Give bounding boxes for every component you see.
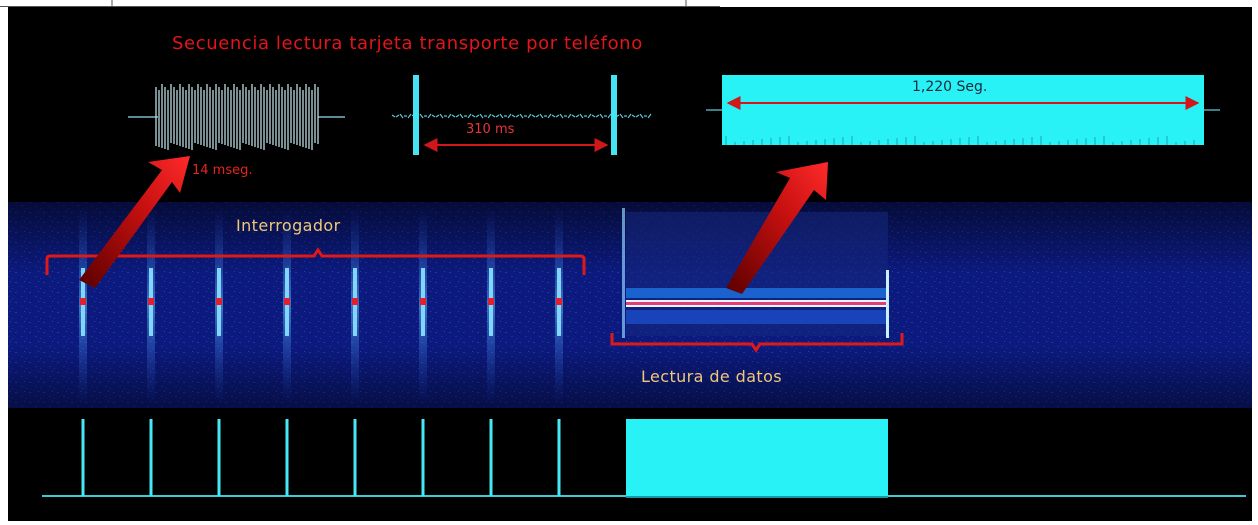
trace-pulse	[149, 419, 153, 496]
data-read-label: Lectura de datos	[641, 367, 783, 386]
read-detail	[706, 75, 1220, 145]
interval-detail	[391, 75, 652, 155]
spectrogram-pulse	[79, 208, 87, 404]
spectrogram-pulses	[79, 208, 563, 404]
data-read-burst	[622, 208, 889, 338]
arrow-to-read-detail	[726, 162, 828, 294]
trace-pulse	[217, 419, 221, 496]
diagram-title: Secuencia lectura tarjeta transporte por…	[172, 33, 643, 54]
trace-pulse	[353, 419, 357, 496]
interrogator-bracket	[45, 247, 586, 275]
spectrogram-pulse	[215, 208, 223, 404]
trace-pulse	[557, 419, 561, 496]
arrow-to-pulse-detail	[79, 156, 190, 288]
spectrogram-pulse	[419, 208, 427, 404]
spectrogram-pulse	[283, 208, 291, 404]
data-read-bracket	[610, 333, 904, 353]
interval-label: 310 ms	[466, 122, 515, 137]
spectrogram-pulse	[147, 208, 155, 404]
interrogator-label: Interrogador	[236, 216, 341, 235]
pulse-detail	[128, 84, 345, 150]
top-strip	[0, 0, 720, 6]
waveform-trace	[42, 419, 1246, 498]
spectrogram-pulse	[487, 208, 495, 404]
trace-pulse	[421, 419, 425, 496]
read-duration-label: 1,220 Seg.	[912, 79, 988, 95]
trace-pulse	[489, 419, 493, 496]
spectrogram-pulse	[555, 208, 563, 404]
trace-pulse	[81, 419, 85, 496]
trace-pulse	[285, 419, 289, 496]
pulse-duration-label: 14 mseg.	[192, 163, 253, 178]
spectrogram-pulse	[351, 208, 359, 404]
